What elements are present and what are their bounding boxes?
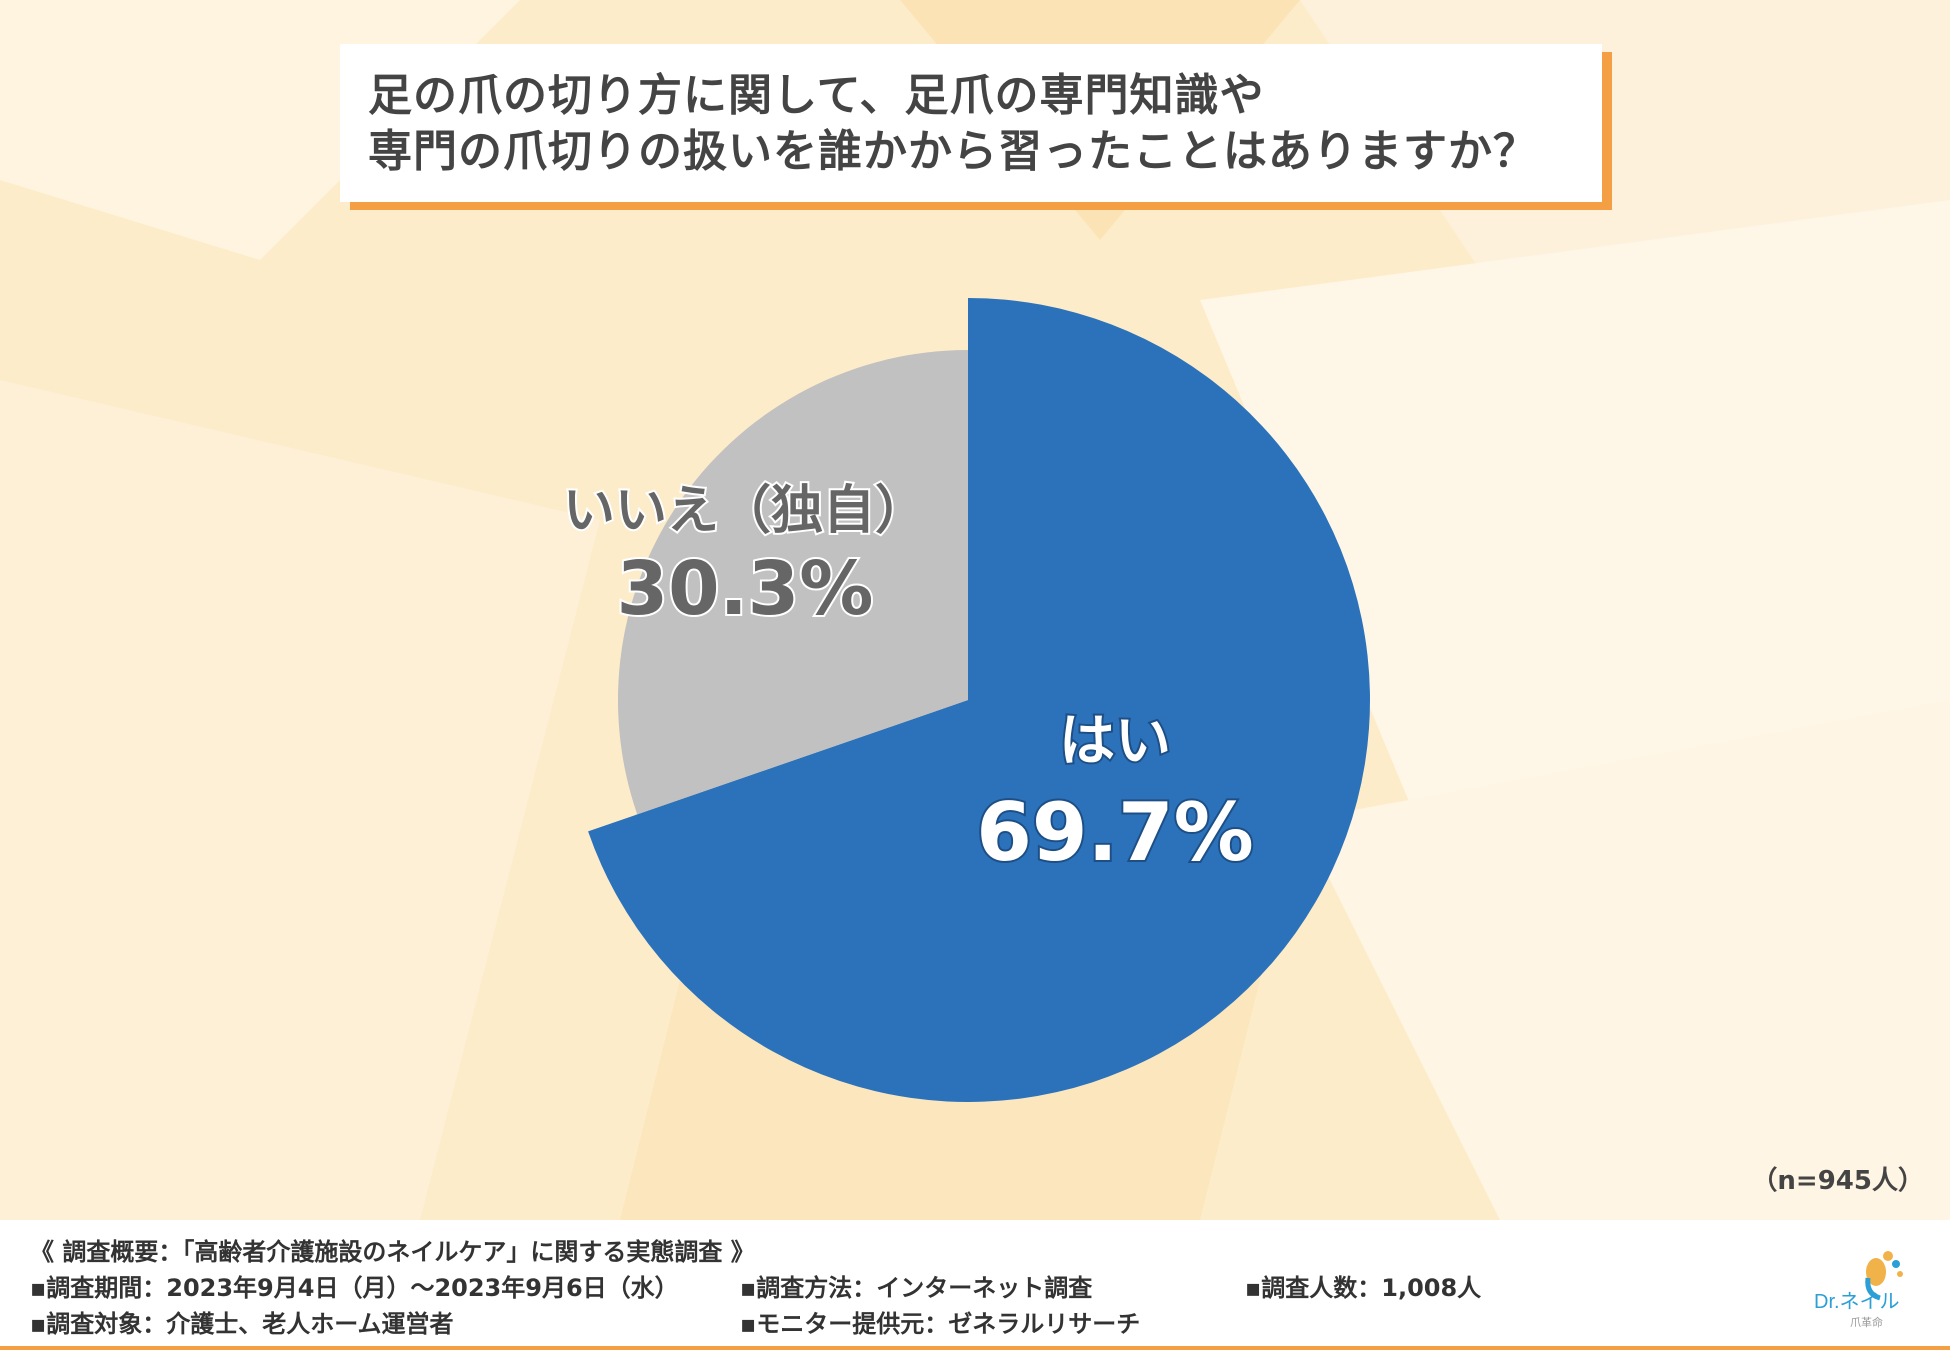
pie-slice-yes [588, 298, 1370, 1102]
svg-text:Dr.ネイル: Dr.ネイル [1814, 1291, 1900, 1313]
survey-footer: 《 調査概要：「高齢者介護施設のネイルケア」に関する実態調査 》 ▪調査期間：2… [0, 1220, 1950, 1350]
svg-text:爪革命: 爪革命 [1850, 1315, 1883, 1329]
slice-percent-yes: 69.7% [976, 786, 1254, 879]
survey-period: ▪調査期間：2023年9月4日（月）～2023年9月6日（水） [30, 1274, 679, 1302]
chart-title-line-2: 専門の爪切りの扱いを誰かから習ったことはありますか？ [368, 126, 1538, 177]
survey-overview: 《 調査概要：「高齢者介護施設のネイルケア」に関する実態調査 》 [30, 1238, 755, 1266]
pie-slice-no [617, 350, 968, 815]
survey-provider: ▪モニター提供元：ゼネラルリサーチ [740, 1310, 1141, 1338]
dr-nail-logo: Dr.ネイル 爪革命 [1814, 1251, 1903, 1329]
slice-percent-no: 30.3% [617, 546, 874, 632]
slice-label-no: いいえ（独自） [563, 481, 927, 541]
survey-method: ▪調査方法：インターネット調査 [740, 1274, 1093, 1302]
sample-size-label: （n=945人） [1751, 1166, 1924, 1196]
footer-accent-bar [0, 1346, 1950, 1350]
survey-count: ▪調査人数：1,008人 [1245, 1274, 1482, 1302]
slice-label-yes: はい [1059, 709, 1171, 774]
pie-chart: はい 69.7% いいえ（独自）30.3% [561, 298, 1370, 1102]
survey-target: ▪調査対象：介護士、老人ホーム運営者 [30, 1310, 454, 1338]
chart-title-box: 足の爪の切り方に関して、足爪の専門知識や 専門の爪切りの扱いを誰かから習ったこと… [340, 44, 1602, 202]
chart-title-line-1: 足の爪の切り方に関して、足爪の専門知識や [368, 70, 1265, 121]
